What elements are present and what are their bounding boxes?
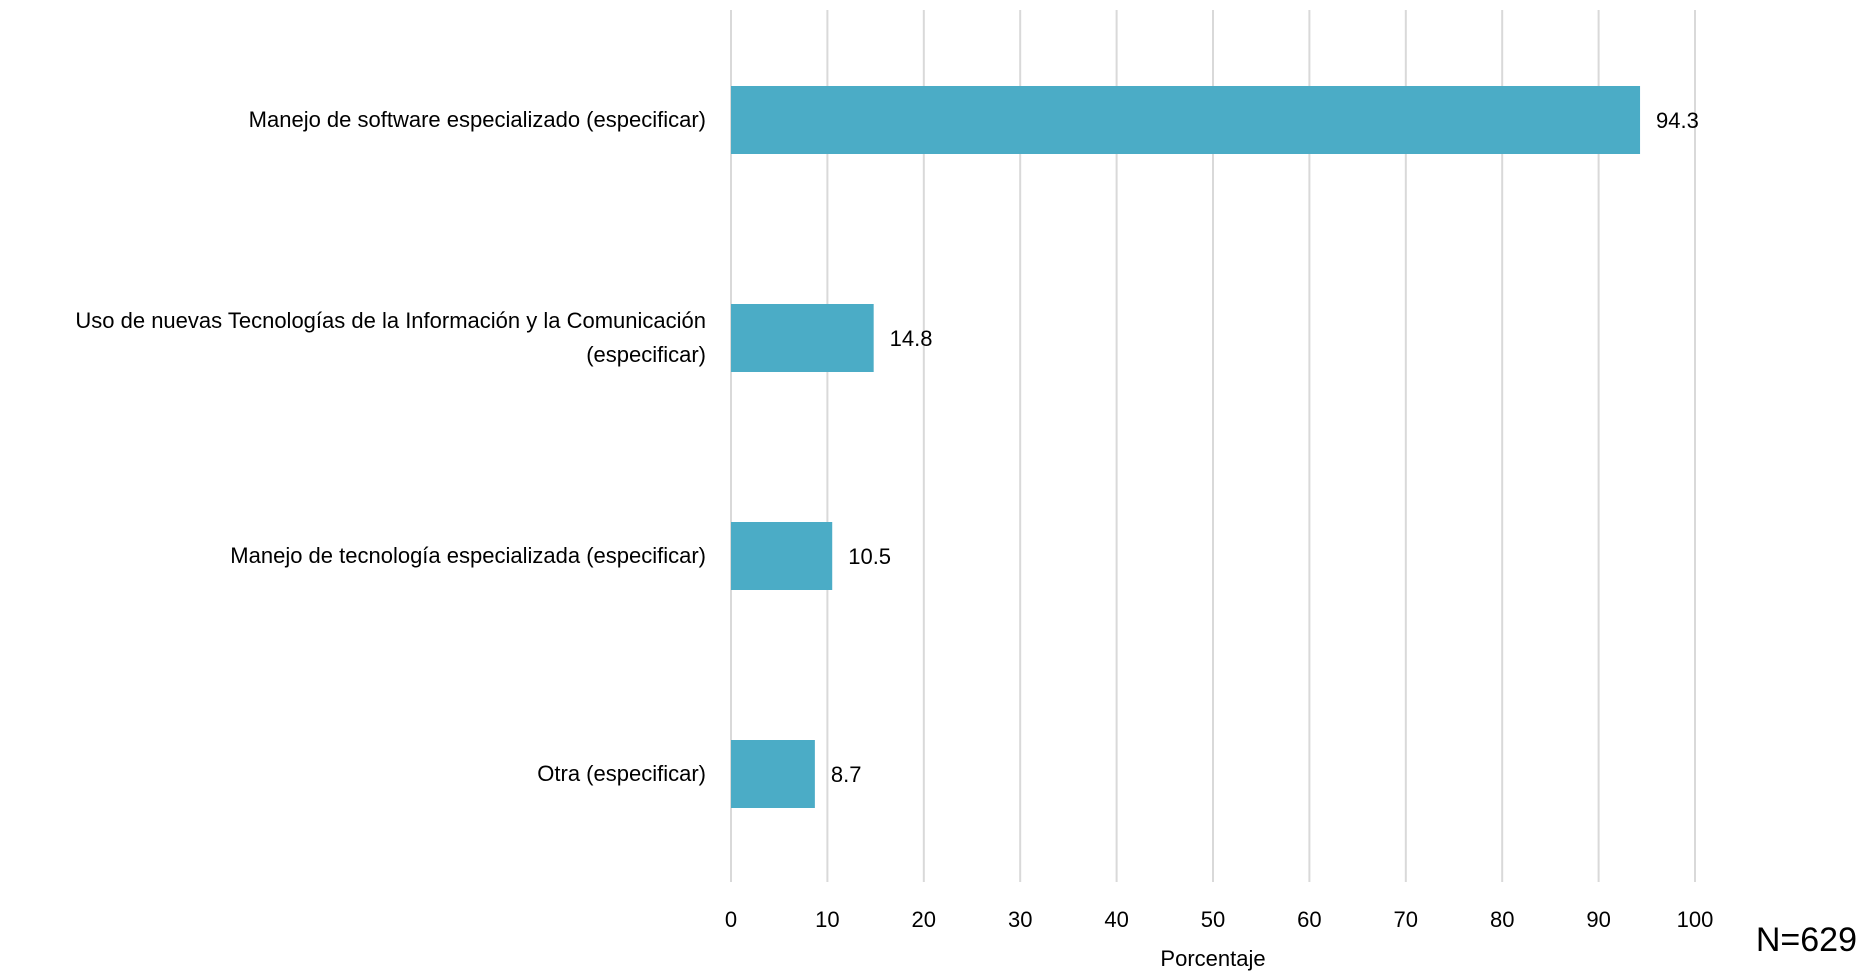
bar: [731, 86, 1641, 154]
x-tick-label: 70: [1394, 907, 1418, 932]
x-tick-label: 30: [1008, 907, 1032, 932]
x-tick-label: 10: [815, 907, 839, 932]
data-label: 8.7: [831, 762, 862, 787]
category-label: Manejo de tecnología especializada (espe…: [230, 543, 706, 568]
bar: [731, 740, 815, 808]
data-label: 10.5: [848, 544, 891, 569]
x-tick-label: 50: [1201, 907, 1225, 932]
x-tick-label: 80: [1490, 907, 1514, 932]
x-tick-label: 0: [725, 907, 737, 932]
x-tick-label: 40: [1104, 907, 1128, 932]
x-tick-label: 60: [1297, 907, 1321, 932]
category-label: Uso de nuevas Tecnologías de la Informac…: [75, 308, 706, 367]
x-tick-label: 90: [1586, 907, 1610, 932]
category-label: Manejo de software especializado (especi…: [248, 107, 706, 132]
x-tick-label: 100: [1677, 907, 1714, 932]
data-label: 14.8: [890, 326, 933, 351]
bar: [731, 522, 833, 590]
sample-size-note: N=629: [1755, 921, 1857, 959]
category-label: Otra (especificar): [537, 761, 706, 786]
x-axis-title: Porcentaje: [1160, 946, 1265, 971]
data-label: 94.3: [1656, 108, 1699, 133]
bar: [731, 304, 874, 372]
x-tick-label: 20: [912, 907, 936, 932]
